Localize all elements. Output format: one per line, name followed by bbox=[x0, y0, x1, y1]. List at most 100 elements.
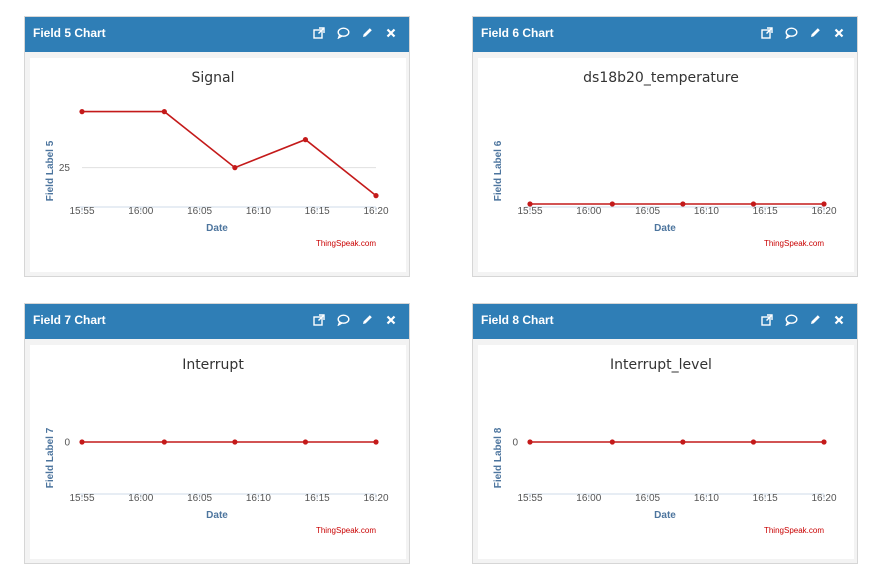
x-tick-label: 16:05 bbox=[187, 493, 212, 504]
data-point[interactable] bbox=[680, 439, 686, 445]
x-tick-label: 16:15 bbox=[753, 206, 778, 217]
panel-tools bbox=[759, 312, 847, 328]
x-tick-label: 16:05 bbox=[187, 206, 212, 217]
close-icon[interactable] bbox=[831, 312, 847, 328]
x-axis-title: Date bbox=[206, 510, 228, 521]
data-point[interactable] bbox=[609, 201, 615, 207]
data-point[interactable] bbox=[232, 439, 238, 445]
y-axis-title: Field Label 7 bbox=[45, 427, 56, 488]
x-tick-label: 16:10 bbox=[246, 206, 271, 217]
pencil-icon[interactable] bbox=[359, 312, 375, 328]
y-tick-label: 0 bbox=[64, 438, 70, 449]
chart-panel: Field 7 Chart Interrupt Field Label 7 0 15:5… bbox=[24, 303, 410, 564]
chart-panel: Field 8 Chart Interrupt_level Field Label … bbox=[472, 303, 858, 564]
data-point[interactable] bbox=[161, 439, 167, 445]
panel-title: Field 5 Chart bbox=[33, 26, 106, 40]
comment-icon[interactable] bbox=[783, 312, 799, 328]
credit-link[interactable]: ThingSpeak.com bbox=[316, 526, 376, 535]
x-tick-label: 16:00 bbox=[128, 493, 153, 504]
line-chart: Interrupt_level Field Label 8 0 15:55 16:00 1… bbox=[493, 357, 837, 535]
series-line bbox=[82, 110, 377, 197]
external-link-icon[interactable] bbox=[759, 25, 775, 41]
x-tick-label: 16:00 bbox=[128, 206, 153, 217]
x-tick-label: 16:15 bbox=[305, 493, 330, 504]
panel-tools bbox=[311, 25, 399, 41]
x-tick-label: 16:10 bbox=[246, 493, 271, 504]
credit-link[interactable]: ThingSpeak.com bbox=[764, 239, 824, 248]
x-tick-label: 16:20 bbox=[811, 493, 836, 504]
chart-panel: Field 6 Chart ds18b20_temperature Field La… bbox=[472, 16, 858, 277]
panel-tools bbox=[759, 25, 847, 41]
panel-title: Field 6 Chart bbox=[481, 26, 554, 40]
x-tick-label: 15:55 bbox=[69, 206, 94, 217]
x-tick-label: 16:10 bbox=[694, 206, 719, 217]
panel-title: Field 7 Chart bbox=[33, 313, 106, 327]
credit-link[interactable]: ThingSpeak.com bbox=[316, 239, 376, 248]
x-tick-label: 15:55 bbox=[69, 493, 94, 504]
x-axis-title: Date bbox=[654, 510, 676, 521]
close-icon[interactable] bbox=[383, 312, 399, 328]
chart-area: Signal Field Label 5 25 15:55 16:00 16:05 16:1… bbox=[30, 58, 406, 272]
external-link-icon[interactable] bbox=[759, 312, 775, 328]
chart-area: Interrupt Field Label 7 0 15:55 16:00 16:05 16… bbox=[30, 345, 406, 559]
external-link-icon[interactable] bbox=[311, 312, 327, 328]
close-icon[interactable] bbox=[383, 25, 399, 41]
panel-header: Field 8 Chart bbox=[473, 304, 857, 339]
chart-area: ds18b20_temperature Field Label 6 15:55 16:… bbox=[478, 58, 854, 272]
y-axis-title: Field Label 6 bbox=[493, 140, 504, 201]
chart-title: Interrupt bbox=[182, 357, 244, 373]
data-point[interactable] bbox=[527, 439, 533, 445]
data-point[interactable] bbox=[373, 439, 379, 445]
chart-title: ds18b20_temperature bbox=[583, 70, 739, 86]
data-point[interactable] bbox=[302, 137, 309, 143]
x-tick-label: 16:00 bbox=[576, 493, 601, 504]
data-point[interactable] bbox=[680, 201, 686, 207]
data-point[interactable] bbox=[750, 201, 757, 207]
chart-title: Interrupt_level bbox=[610, 357, 712, 373]
comment-icon[interactable] bbox=[783, 25, 799, 41]
x-tick-label: 15:55 bbox=[517, 206, 542, 217]
x-tick-label: 16:15 bbox=[305, 206, 330, 217]
data-point[interactable] bbox=[161, 109, 167, 115]
comment-icon[interactable] bbox=[335, 312, 351, 328]
y-tick-label: 25 bbox=[59, 163, 71, 174]
data-point[interactable] bbox=[821, 439, 827, 445]
data-point[interactable] bbox=[79, 109, 85, 115]
x-tick-label: 16:10 bbox=[694, 493, 719, 504]
panel-title: Field 8 Chart bbox=[481, 313, 554, 327]
y-axis-title: Field Label 5 bbox=[45, 140, 56, 201]
chart-area: Interrupt_level Field Label 8 0 15:55 16:00 1… bbox=[478, 345, 854, 559]
line-chart: ds18b20_temperature Field Label 6 15:55 16:… bbox=[493, 70, 837, 248]
data-point[interactable] bbox=[302, 439, 309, 445]
x-tick-label: 16:05 bbox=[635, 493, 660, 504]
data-point[interactable] bbox=[373, 193, 379, 199]
pencil-icon[interactable] bbox=[359, 25, 375, 41]
x-tick-label: 15:55 bbox=[517, 493, 542, 504]
x-tick-label: 16:20 bbox=[811, 206, 836, 217]
line-chart: Interrupt Field Label 7 0 15:55 16:00 16:05 16… bbox=[45, 357, 389, 535]
panel-header: Field 7 Chart bbox=[25, 304, 409, 339]
data-point[interactable] bbox=[609, 439, 615, 445]
y-axis-title: Field Label 8 bbox=[493, 427, 504, 488]
x-tick-label: 16:05 bbox=[635, 206, 660, 217]
panel-header: Field 6 Chart bbox=[473, 17, 857, 52]
chart-title: Signal bbox=[191, 70, 234, 86]
data-point[interactable] bbox=[750, 439, 757, 445]
x-tick-label: 16:20 bbox=[363, 206, 388, 217]
data-point[interactable] bbox=[232, 165, 238, 171]
x-tick-label: 16:15 bbox=[753, 493, 778, 504]
data-point[interactable] bbox=[527, 201, 533, 207]
line-chart: Signal Field Label 5 25 15:55 16:00 16:05 16:1… bbox=[45, 70, 389, 248]
data-point[interactable] bbox=[821, 201, 827, 207]
external-link-icon[interactable] bbox=[311, 25, 327, 41]
close-icon[interactable] bbox=[831, 25, 847, 41]
credit-link[interactable]: ThingSpeak.com bbox=[764, 526, 824, 535]
panel-header: Field 5 Chart bbox=[25, 17, 409, 52]
pencil-icon[interactable] bbox=[807, 25, 823, 41]
pencil-icon[interactable] bbox=[807, 312, 823, 328]
x-tick-label: 16:20 bbox=[363, 493, 388, 504]
x-tick-label: 16:00 bbox=[576, 206, 601, 217]
y-tick-label: 0 bbox=[512, 438, 518, 449]
data-point[interactable] bbox=[79, 439, 85, 445]
comment-icon[interactable] bbox=[335, 25, 351, 41]
